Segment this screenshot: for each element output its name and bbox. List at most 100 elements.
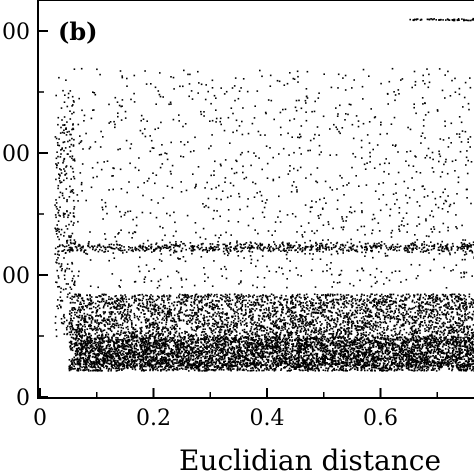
data-point <box>291 310 294 313</box>
data-point <box>101 351 104 353</box>
data-point <box>418 323 420 326</box>
data-point <box>367 364 369 367</box>
data-point <box>448 330 450 333</box>
data-point <box>342 367 345 370</box>
data-point <box>355 354 357 357</box>
data-point <box>256 301 259 304</box>
data-point <box>137 349 139 351</box>
data-point <box>234 315 237 317</box>
data-point <box>176 335 179 338</box>
data-point <box>203 314 205 317</box>
data-point <box>366 355 369 358</box>
data-point <box>402 314 405 317</box>
data-point <box>124 335 126 337</box>
data-point <box>97 354 100 356</box>
data-point <box>136 359 139 361</box>
data-point <box>391 342 394 344</box>
data-point <box>284 328 286 330</box>
data-point <box>376 315 379 318</box>
data-point <box>430 304 432 306</box>
data-point <box>89 327 91 330</box>
data-point <box>73 337 75 340</box>
data-point <box>439 334 441 336</box>
data-point <box>469 339 471 342</box>
data-point <box>166 299 169 301</box>
data-point <box>306 369 309 371</box>
data-point <box>115 319 118 322</box>
data-point <box>287 307 290 309</box>
data-point <box>347 355 349 358</box>
data-point <box>278 351 281 354</box>
data-point <box>84 347 86 349</box>
data-point <box>181 346 184 349</box>
data-point <box>117 367 119 370</box>
data-point <box>446 356 448 358</box>
data-point <box>136 307 138 309</box>
data-point <box>100 352 102 355</box>
data-point <box>238 350 241 352</box>
data-point <box>195 367 198 370</box>
data-point <box>467 316 470 318</box>
data-point <box>154 311 156 313</box>
data-point <box>456 324 458 327</box>
data-point <box>243 319 246 322</box>
data-point <box>378 342 381 345</box>
data-point <box>109 321 111 323</box>
data-point <box>380 321 382 324</box>
data-point <box>263 334 266 336</box>
data-point <box>163 327 166 329</box>
data-point <box>214 304 216 307</box>
data-point <box>215 324 218 326</box>
data-point <box>82 352 85 355</box>
data-point <box>399 300 401 302</box>
data-point <box>112 311 114 313</box>
data-point <box>334 326 337 328</box>
data-point <box>210 316 213 318</box>
data-point <box>339 329 341 331</box>
data-point <box>213 365 216 367</box>
data-point <box>296 315 298 318</box>
data-point <box>330 300 333 303</box>
data-point <box>274 349 277 352</box>
data-point <box>243 296 245 298</box>
data-point <box>102 298 105 300</box>
data-point <box>99 295 101 297</box>
data-point <box>288 367 291 370</box>
data-point <box>434 350 437 353</box>
data-point <box>382 327 385 329</box>
data-point <box>316 355 318 358</box>
data-point <box>116 322 119 325</box>
data-point <box>424 330 426 332</box>
data-point <box>229 328 231 330</box>
data-point <box>76 311 78 314</box>
data-point <box>193 297 196 299</box>
data-point <box>275 315 278 318</box>
data-point <box>454 304 456 307</box>
data-point <box>301 360 304 362</box>
data-point <box>232 361 235 364</box>
data-point <box>420 304 422 307</box>
data-point <box>356 312 359 315</box>
data-point <box>339 323 342 325</box>
data-point <box>138 298 140 300</box>
data-point <box>333 307 335 309</box>
data-point <box>327 353 330 356</box>
data-point <box>391 303 394 305</box>
data-point <box>145 335 147 337</box>
data-point <box>438 303 440 305</box>
data-point <box>360 332 362 335</box>
data-point <box>393 357 395 359</box>
data-point <box>191 328 193 331</box>
data-point <box>222 337 224 340</box>
data-point <box>115 355 117 358</box>
data-point <box>109 351 111 353</box>
data-point <box>133 337 135 339</box>
data-point <box>188 296 190 298</box>
data-point <box>306 336 308 338</box>
data-point <box>431 337 433 339</box>
data-point <box>422 296 425 299</box>
data-point <box>256 298 259 301</box>
data-point <box>359 312 361 315</box>
data-point <box>431 369 433 371</box>
data-point <box>265 307 267 310</box>
